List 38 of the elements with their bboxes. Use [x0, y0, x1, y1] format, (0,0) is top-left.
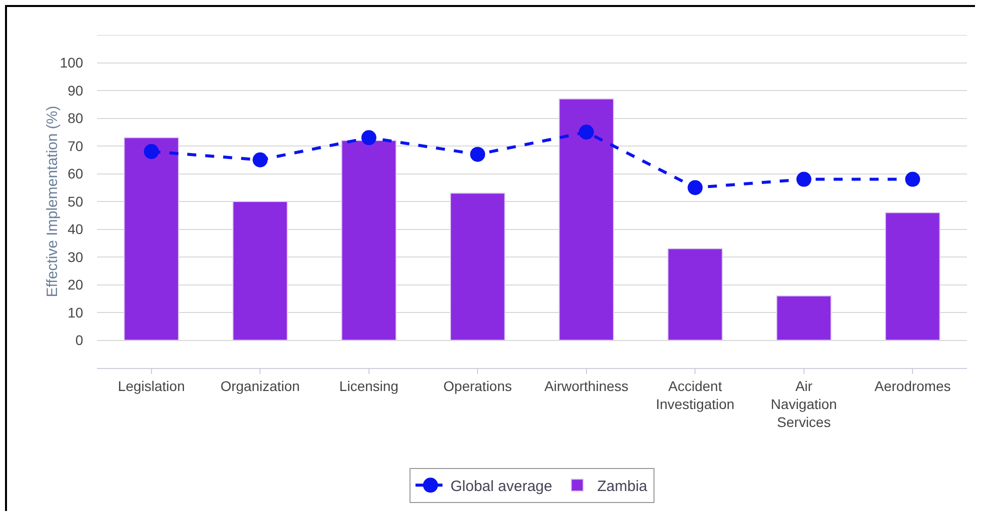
y-tick-label: 0: [75, 332, 84, 348]
point: [905, 172, 920, 187]
y-tick-label: 40: [68, 221, 84, 238]
x-tick-label: Organization: [220, 378, 300, 394]
x-tick-label: Operations: [443, 378, 512, 394]
y-tick-label: 60: [68, 166, 84, 182]
x-tick-label: Aerodromes: [874, 378, 951, 394]
x-tick-label: Licensing: [339, 378, 398, 394]
y-tick-label: 100: [60, 54, 84, 71]
y-tick-label: 70: [68, 138, 84, 154]
legend-label: Zambia: [597, 478, 648, 495]
y-tick-label: 30: [68, 248, 84, 265]
bar: [232, 201, 288, 341]
point: [688, 180, 703, 196]
y-tick-label: 90: [68, 82, 84, 98]
point: [796, 172, 812, 187]
bar: [124, 137, 180, 341]
x-tick-label: Air Navigation Services: [770, 378, 837, 430]
point: [252, 152, 268, 168]
y-tick-label: 50: [68, 193, 84, 210]
y-axis-title: Effective Implementation (%): [44, 106, 61, 298]
y-tick-label: 10: [68, 304, 84, 320]
point: [144, 144, 159, 160]
bar: [667, 248, 723, 341]
bar: [776, 295, 832, 341]
bar: [341, 140, 397, 341]
y-tick-label: 80: [68, 110, 84, 126]
point: [361, 130, 376, 146]
point: [470, 146, 486, 162]
legend-label: Global average: [450, 478, 552, 495]
x-tick-label: Accident Investigation: [656, 378, 734, 412]
x-tick-label: Airworthiness: [544, 378, 628, 394]
point: [578, 124, 594, 140]
y-tick-label: 20: [68, 276, 84, 293]
bar: [450, 192, 506, 341]
x-tick-label: Legislation: [118, 378, 185, 394]
bar: [558, 98, 614, 341]
bar: [884, 212, 940, 341]
